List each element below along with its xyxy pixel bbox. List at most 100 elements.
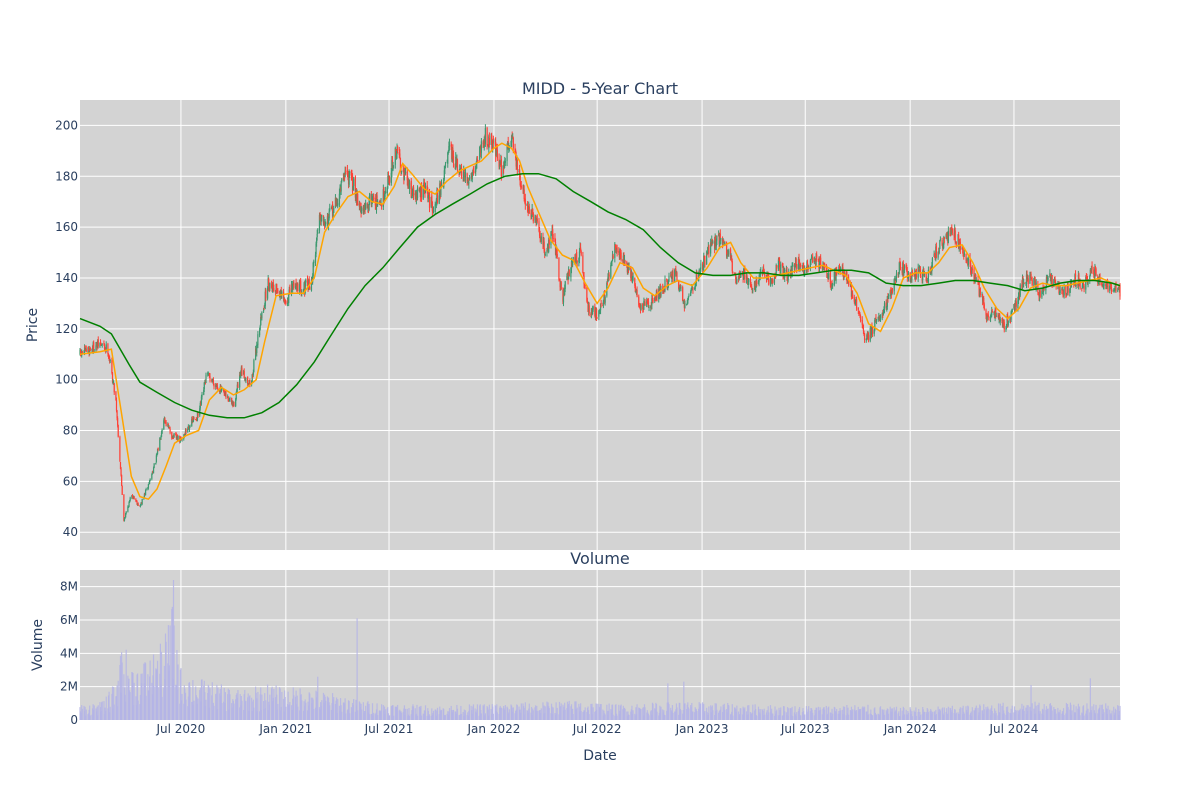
volume-bar — [720, 706, 722, 720]
candle-body — [389, 177, 391, 183]
candle-body — [827, 277, 829, 280]
candle-body — [851, 293, 854, 299]
candle-body — [432, 210, 435, 212]
volume-bar — [125, 649, 127, 720]
candle-body — [604, 296, 606, 303]
candle-body — [365, 203, 367, 210]
x-tick-label: Jan 2024 — [883, 722, 937, 736]
volume-bar — [257, 691, 259, 720]
candle-body — [436, 191, 439, 203]
candle-body — [273, 288, 275, 291]
candle-body — [288, 294, 290, 304]
candle-body — [963, 252, 965, 256]
candle-body — [874, 319, 876, 331]
price-y-tick-labels: 40 60 80 100 120 140 160 180 200 — [55, 118, 78, 539]
volume-bar — [1023, 710, 1025, 720]
candle-body — [686, 302, 688, 305]
candle-body — [1045, 286, 1047, 291]
candle-body — [1029, 274, 1031, 284]
candle-body — [136, 500, 138, 505]
volume-bar — [776, 709, 778, 720]
candle-body — [1093, 269, 1095, 275]
x-tick-label: Jul 2020 — [155, 722, 205, 736]
candle-body — [438, 195, 440, 204]
volume-bar — [132, 673, 134, 720]
candle-body — [1110, 287, 1113, 291]
candle-body — [560, 282, 562, 290]
candle-body — [584, 285, 586, 286]
volume-bar — [460, 713, 463, 720]
volume-bar — [786, 707, 789, 720]
volume-bar — [176, 650, 178, 720]
candle-body — [376, 195, 378, 206]
volume-bar — [193, 700, 195, 720]
volume-bar — [157, 687, 159, 720]
volume-bar — [961, 707, 963, 720]
candle-body — [690, 288, 692, 292]
candle-body — [351, 175, 354, 192]
volume-bar — [317, 676, 319, 720]
x-tick-label: Jan 2021 — [258, 722, 312, 736]
candle-body — [760, 270, 762, 273]
volume-bar — [812, 712, 814, 720]
candle-body — [871, 326, 874, 334]
candle-body — [223, 390, 225, 394]
candle-body — [236, 389, 238, 393]
volume-bar — [672, 712, 674, 720]
candle-body — [696, 272, 698, 281]
volume-bar — [620, 704, 622, 720]
candle-body — [532, 208, 534, 215]
candle-body — [1089, 276, 1091, 280]
volume-bar — [85, 709, 87, 720]
candle-body — [1054, 277, 1056, 282]
candle-body — [155, 455, 158, 463]
candle-body — [396, 146, 399, 151]
candle-body — [598, 310, 600, 317]
candle-body — [778, 259, 780, 261]
volume-horizontal-gridlines — [80, 586, 1120, 688]
candle-body — [447, 152, 449, 164]
candle-body — [476, 159, 479, 162]
candle-body — [265, 290, 267, 298]
volume-bar — [596, 703, 598, 720]
candle-body — [1114, 287, 1116, 291]
candle-body — [440, 188, 442, 195]
candle-body — [542, 237, 544, 245]
candle-body — [1009, 320, 1012, 321]
candle-body — [207, 373, 209, 375]
candle-body — [522, 186, 524, 190]
candle-body — [670, 273, 672, 278]
candle-body — [139, 505, 141, 507]
candle-body — [460, 166, 463, 177]
volume-bar — [844, 706, 846, 720]
candle-body — [1094, 268, 1096, 278]
volume-bar — [500, 707, 502, 720]
candle-body — [699, 269, 701, 277]
candle-body — [519, 175, 521, 186]
candle-body — [682, 287, 684, 302]
candle-body — [564, 281, 566, 289]
candle-body — [614, 244, 616, 247]
candle-body — [962, 249, 964, 257]
candle-body — [934, 253, 936, 258]
candle-body — [796, 264, 798, 269]
candle-body — [164, 418, 166, 422]
candle-body — [167, 424, 169, 427]
volume-vertical-gridlines — [180, 570, 1015, 720]
candle-body — [1110, 282, 1112, 288]
candle-body — [1117, 289, 1119, 290]
candle-body — [189, 426, 191, 428]
candle-body — [440, 183, 443, 188]
candle-body — [294, 283, 297, 288]
volume-bar — [1030, 685, 1032, 720]
volume-bar — [169, 625, 171, 720]
volume-y-tick-label: 4M — [60, 646, 78, 660]
candle-body — [1107, 284, 1109, 292]
candle-body — [156, 448, 159, 455]
volume-bar — [540, 708, 542, 720]
volume-bar — [96, 706, 98, 720]
candle-body — [564, 288, 566, 295]
volume-bar — [119, 655, 122, 720]
candle-body — [891, 290, 894, 293]
volume-bar — [403, 705, 406, 720]
